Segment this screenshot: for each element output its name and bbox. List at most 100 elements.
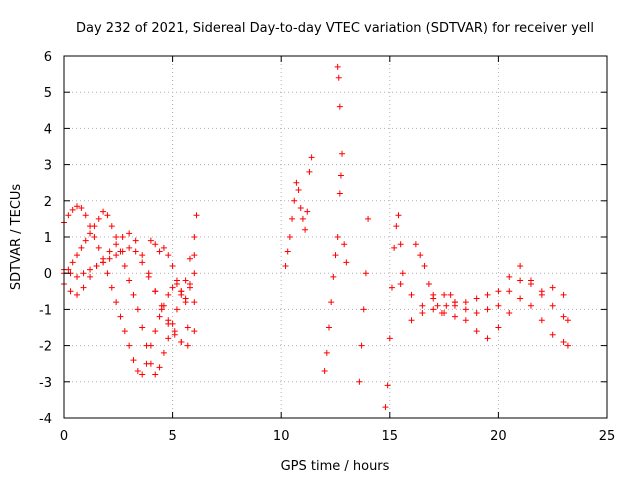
data-point [117,313,124,320]
data-point [335,74,342,81]
data-point [473,295,480,302]
data-point [182,299,189,306]
data-point [484,306,491,313]
y-tick-label: -4 [39,412,52,427]
data-point [165,335,172,342]
data-point [106,248,113,255]
data-point [412,241,419,248]
data-point [282,262,289,269]
data-point [130,357,137,364]
data-point [334,234,341,240]
data-point [69,259,76,266]
data-point [130,291,137,298]
data-point [308,154,315,161]
data-point [143,342,150,349]
data-point [325,324,332,331]
x-tick-label: 10 [273,429,290,444]
data-point [108,284,115,291]
data-point [152,241,159,248]
data-point [165,317,172,324]
data-point [388,284,395,291]
data-point [339,150,346,157]
data-point [191,234,198,240]
data-point [462,306,469,313]
data-point [156,248,163,255]
data-point [386,335,393,342]
data-point [495,302,502,309]
data-point [186,255,193,262]
data-point [113,299,120,306]
data-point [365,215,372,222]
data-point [473,310,480,317]
data-point [100,208,107,215]
data-point [517,262,524,269]
data-point [297,205,304,212]
data-point [178,288,185,295]
data-point [506,273,513,280]
y-tick-label: -3 [39,376,52,391]
x-tick-label: 20 [490,429,507,444]
data-point [95,215,102,222]
data-point [517,277,524,284]
data-point [113,252,120,259]
data-point [328,299,335,306]
data-point [74,203,81,210]
data-point [451,299,458,306]
data-point [506,310,513,317]
data-point [564,317,571,324]
y-tick-label: 5 [44,86,52,101]
data-point [495,288,502,295]
data-point [293,179,300,186]
data-point [295,186,302,193]
data-point [147,360,154,367]
data-point [184,324,191,331]
data-point [462,317,469,324]
data-point [560,338,567,345]
data-point [560,291,567,298]
data-point [527,277,534,284]
data-point [441,291,448,298]
y-tick-label: 4 [44,122,52,137]
data-point [78,205,85,212]
data-point [191,328,198,335]
data-point [74,252,81,259]
data-point [360,306,367,313]
data-point [484,335,491,342]
data-point [156,313,163,320]
data-point [191,252,198,259]
data-point [139,371,146,378]
data-point [74,291,81,298]
data-point [549,284,556,291]
data-point [362,270,369,277]
data-point [193,212,200,219]
data-point [443,302,450,309]
data-point [169,262,176,269]
data-point [451,313,458,320]
data-point [134,367,141,374]
data-point [65,212,72,219]
y-tick-label: 0 [44,267,52,282]
data-point [191,299,198,306]
data-point [184,342,191,349]
data-point [321,367,328,374]
data-point [356,378,363,385]
data-point [395,212,402,219]
data-point [145,273,152,280]
y-tick-label: -2 [39,340,52,355]
data-point [538,317,545,324]
data-point [391,244,398,251]
data-point [87,230,94,237]
data-point [126,277,133,284]
data-point [304,208,311,215]
data-point [82,212,89,219]
y-tick-label: -1 [39,303,52,318]
data-point [323,349,330,356]
data-point [158,302,165,309]
x-tick-label: 25 [599,429,616,444]
y-tick-label: 1 [44,231,52,246]
data-point [408,317,415,324]
data-point [165,291,172,298]
data-point [382,404,389,411]
grid-lines [64,56,607,418]
data-point [564,342,571,349]
